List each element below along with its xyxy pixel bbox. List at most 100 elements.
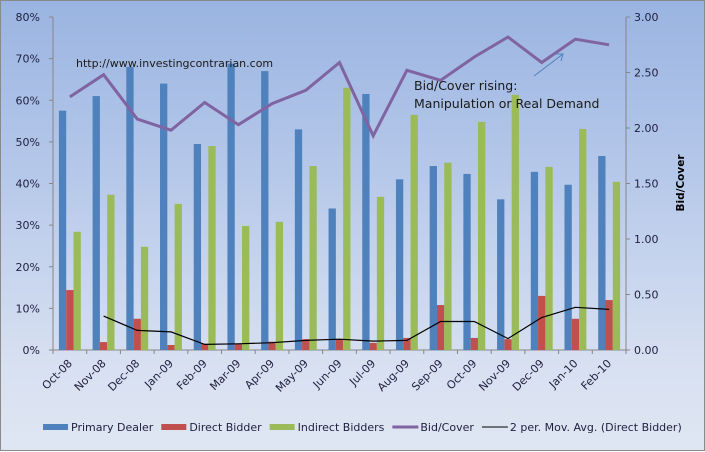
bar-primary-dealer-jun-09 (328, 208, 336, 350)
right-axis-tick-label: 0.00 (634, 344, 659, 357)
legend-label-2-per-mov-avg-direct-bidder-: 2 per. Mov. Avg. (Direct Bidder) (510, 421, 682, 434)
bar-direct-bidder-apr-09 (268, 341, 276, 350)
bar-indirect-bidders-feb-09 (208, 146, 216, 350)
legend-swatch-primary-dealer (43, 424, 68, 430)
bar-direct-bidder-may-09 (302, 339, 310, 350)
bar-direct-bidder-jan-09 (167, 345, 175, 350)
bar-direct-bidder-feb-10 (605, 300, 613, 350)
legend: Primary Dealer Direct Bidder Indirect Bidd… (43, 421, 682, 434)
bar-direct-bidder-oct-08 (66, 290, 74, 350)
legend-swatch-direct-bidder (161, 424, 187, 430)
bar-primary-dealer-oct-08 (58, 110, 67, 350)
bar-indirect-bidders-sep-09 (444, 162, 452, 350)
bar-direct-bidder-dec-09 (538, 295, 546, 350)
bar-primary-dealer-nov-08 (92, 96, 100, 351)
bar-primary-dealer-dec-08 (126, 66, 134, 350)
x-axis-category-label: Oct-08 (40, 357, 75, 392)
left-axis-tick-label: 40% (16, 178, 40, 191)
x-axis-category-label: Jun-09 (310, 357, 345, 392)
x-axis-category-label: Aug-09 (375, 357, 412, 394)
bar-indirect-bidders-nov-08 (107, 194, 115, 350)
bar-direct-bidder-nov-08 (99, 342, 108, 350)
bar-direct-bidder-jan-10 (571, 318, 580, 350)
source-url-annotation: http://www.investingcontrarian.com (76, 57, 273, 70)
right-axis-title: Bid/Cover (675, 154, 687, 212)
x-axis-category-label: Oct-09 (444, 357, 479, 392)
bar-indirect-bidders-feb-10 (612, 181, 621, 350)
trend-arrow-icon (533, 53, 564, 77)
annotation-line-2: Manipulation or Real Demand (414, 96, 599, 111)
bar-indirect-bidders-nov-09 (511, 94, 519, 351)
bar-indirect-bidders-jan-09 (174, 203, 182, 350)
x-axis-category-label: Dec-09 (510, 357, 547, 394)
legend-label-direct-bidder: Direct Bidder (189, 421, 262, 434)
right-axis-tick-label: 0.50 (634, 289, 659, 302)
x-axis-category-label: Sep-09 (409, 357, 446, 394)
bar-direct-bidder-mar-09 (234, 343, 243, 350)
bar-primary-dealer-aug-09 (395, 179, 404, 350)
x-axis-category-label: Feb-09 (174, 357, 210, 393)
bar-direct-bidder-oct-09 (470, 337, 478, 350)
x-axis-category-label: May-09 (273, 357, 311, 395)
line-2-per-mov-avg-direct-bidder- (103, 306, 610, 346)
bar-direct-bidder-aug-09 (403, 337, 411, 350)
legend-label-bid-cover: Bid/Cover (420, 421, 474, 434)
bar-direct-bidder-jul-09 (369, 342, 377, 350)
x-axis-category-label: Jul-09 (346, 357, 378, 389)
x-axis-category-label: Dec-08 (105, 357, 142, 394)
bar-primary-dealer-apr-09 (261, 71, 269, 351)
left-axis-tick-label: 80% (16, 11, 40, 24)
legend-label-indirect-bidders: Indirect Bidders (298, 421, 385, 434)
x-axis-category-label: Jan-10 (546, 357, 581, 392)
bar-indirect-bidders-dec-08 (140, 246, 149, 350)
bar-indirect-bidders-mar-09 (242, 225, 250, 350)
x-axis-category-label: Jan-09 (141, 357, 176, 392)
x-axis-category-label: Apr-09 (242, 357, 277, 392)
bar-indirect-bidders-may-09 (309, 166, 317, 350)
bar-direct-bidder-sep-09 (436, 305, 445, 350)
x-axis-category-label: Feb-10 (579, 357, 615, 393)
bar-indirect-bidders-apr-09 (275, 221, 284, 350)
right-axis-tick-label: 3.00 (634, 11, 659, 24)
bar-direct-bidder-jun-09 (335, 339, 344, 350)
left-axis-tick-label: 0% (23, 344, 40, 357)
left-axis-tick-label: 10% (16, 302, 40, 315)
right-axis-tick-label: 2.00 (634, 122, 659, 135)
bar-indirect-bidders-dec-09 (545, 166, 553, 350)
lines (69, 35, 610, 346)
bar-primary-dealer-feb-09 (193, 143, 202, 350)
left-axis-tick-label: 30% (16, 219, 40, 232)
bar-indirect-bidders-oct-08 (73, 231, 81, 350)
bar-direct-bidder-feb-09 (201, 343, 209, 350)
bar-direct-bidder-dec-08 (133, 318, 141, 350)
bar-primary-dealer-jan-09 (160, 83, 168, 350)
left-axis-tick-label: 50% (16, 136, 40, 149)
legend-swatch-indirect-bidders (269, 424, 295, 430)
bar-primary-dealer-feb-10 (598, 156, 606, 350)
annotation-line-1: Bid/Cover rising: (414, 78, 517, 93)
right-axis-tick-label: 1.50 (634, 178, 659, 191)
left-axis-tick-label: 60% (16, 94, 40, 107)
line-bid-cover (69, 35, 610, 140)
x-axis-category-label: Mar-09 (207, 357, 243, 393)
right-axis-tick-label: 1.00 (634, 233, 659, 246)
x-axis-category-label: Nov-08 (72, 357, 109, 394)
bar-primary-dealer-jan-10 (564, 184, 572, 350)
bar-primary-dealer-nov-09 (497, 199, 505, 350)
bar-primary-dealer-oct-09 (463, 173, 471, 350)
x-axis-category-label: Nov-09 (476, 357, 513, 394)
bar-direct-bidder-nov-09 (504, 339, 512, 350)
legend-label-primary-dealer: Primary Dealer (71, 421, 154, 434)
left-axis-tick-label: 20% (16, 261, 40, 274)
bar-primary-dealer-sep-09 (429, 166, 437, 350)
bar-indirect-bidders-jun-09 (343, 87, 351, 350)
bars (58, 63, 621, 351)
bar-primary-dealer-may-09 (294, 129, 303, 350)
bar-primary-dealer-mar-09 (227, 63, 235, 351)
bar-primary-dealer-jul-09 (362, 94, 370, 350)
right-axis-tick-label: 2.50 (634, 67, 659, 80)
bar-indirect-bidders-jul-09 (376, 196, 385, 350)
bar-primary-dealer-dec-09 (530, 171, 539, 350)
